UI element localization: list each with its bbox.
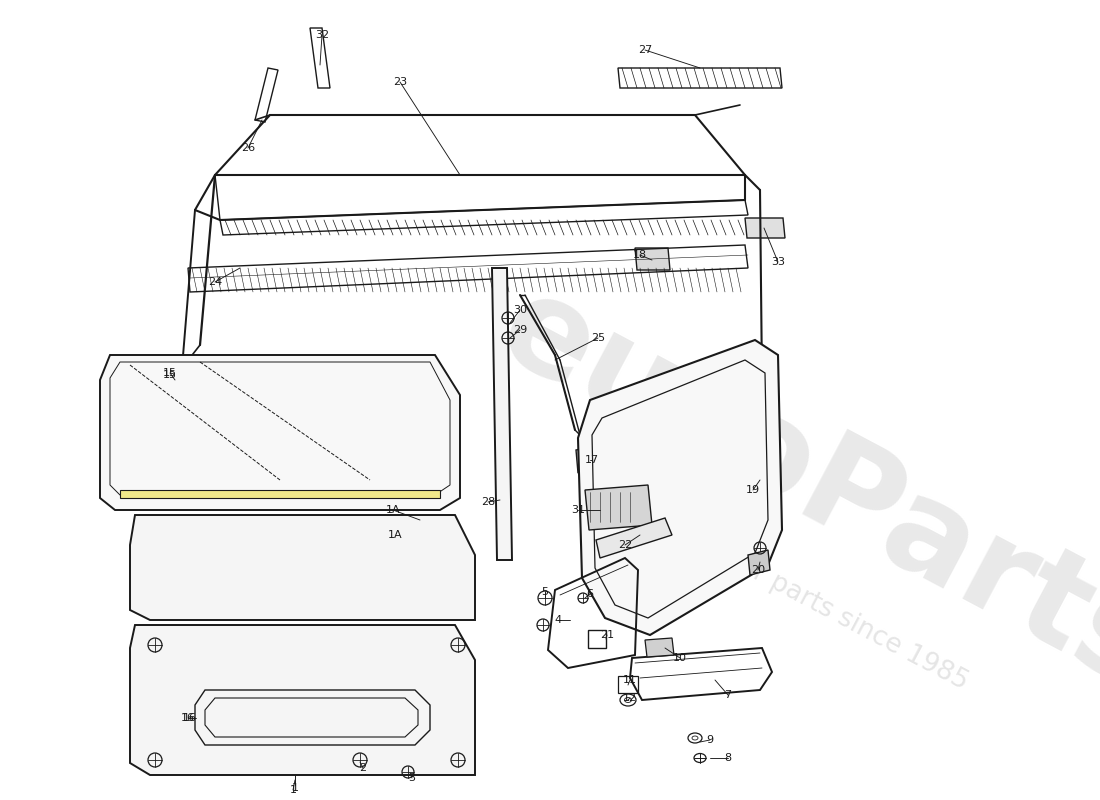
Polygon shape bbox=[645, 638, 674, 657]
Text: 33: 33 bbox=[771, 257, 785, 267]
Text: 28: 28 bbox=[481, 497, 495, 507]
Text: 26: 26 bbox=[241, 143, 255, 153]
Polygon shape bbox=[576, 445, 600, 473]
Text: 30: 30 bbox=[513, 305, 527, 315]
Polygon shape bbox=[635, 248, 670, 270]
Text: 31: 31 bbox=[571, 505, 585, 515]
Text: 15: 15 bbox=[163, 370, 177, 380]
Text: 21: 21 bbox=[600, 630, 614, 640]
Polygon shape bbox=[596, 518, 672, 558]
Text: 5: 5 bbox=[541, 587, 549, 597]
Text: euroParts: euroParts bbox=[478, 263, 1100, 717]
Text: 1: 1 bbox=[289, 785, 297, 795]
Polygon shape bbox=[748, 550, 770, 575]
Text: 24: 24 bbox=[208, 277, 222, 287]
Text: 20: 20 bbox=[751, 565, 766, 575]
Text: 11: 11 bbox=[623, 675, 637, 685]
Text: 9: 9 bbox=[706, 735, 714, 745]
Text: 3: 3 bbox=[408, 773, 416, 783]
Text: 16: 16 bbox=[182, 713, 195, 723]
Polygon shape bbox=[745, 218, 785, 238]
Text: 32: 32 bbox=[315, 30, 329, 40]
Text: 12: 12 bbox=[623, 693, 637, 703]
Polygon shape bbox=[130, 515, 475, 620]
Text: a passion for parts since 1985: a passion for parts since 1985 bbox=[608, 485, 972, 695]
Text: 19: 19 bbox=[746, 485, 760, 495]
Text: 6: 6 bbox=[586, 589, 594, 599]
Text: 27: 27 bbox=[638, 45, 652, 55]
Text: 29: 29 bbox=[513, 325, 527, 335]
Text: 22: 22 bbox=[618, 540, 632, 550]
Polygon shape bbox=[100, 355, 460, 510]
Text: 15: 15 bbox=[163, 368, 177, 378]
Text: 4: 4 bbox=[554, 615, 562, 625]
Polygon shape bbox=[585, 485, 652, 530]
Text: 1A: 1A bbox=[386, 505, 400, 515]
Text: 25: 25 bbox=[591, 333, 605, 343]
Text: 18: 18 bbox=[632, 250, 647, 260]
Text: 2: 2 bbox=[360, 763, 366, 773]
Text: 10: 10 bbox=[673, 653, 688, 663]
Text: 17: 17 bbox=[585, 455, 600, 465]
Text: 8: 8 bbox=[725, 753, 732, 763]
Text: 23: 23 bbox=[393, 77, 407, 87]
Polygon shape bbox=[578, 340, 782, 635]
Text: 1: 1 bbox=[292, 783, 298, 793]
Polygon shape bbox=[120, 490, 440, 498]
Text: 16: 16 bbox=[183, 713, 197, 723]
Text: 7: 7 bbox=[725, 690, 732, 700]
Text: 1A: 1A bbox=[387, 530, 403, 540]
Polygon shape bbox=[492, 268, 512, 560]
Polygon shape bbox=[130, 625, 475, 775]
